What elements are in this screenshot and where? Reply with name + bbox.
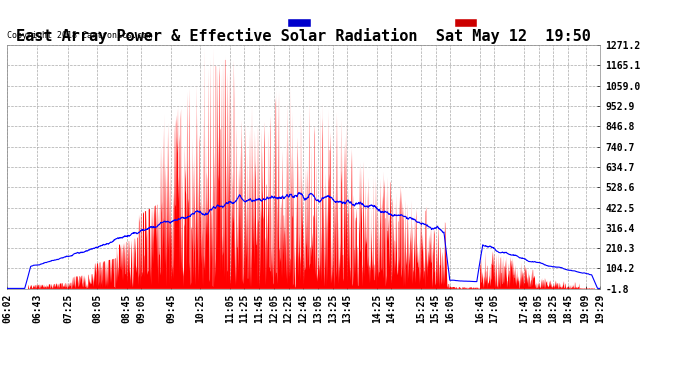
Title: East Array Power & Effective Solar Radiation  Sat May 12  19:50: East Array Power & Effective Solar Radia… [16,28,591,44]
Text: Copyright 2018 Cartronics.com: Copyright 2018 Cartronics.com [7,31,152,40]
Legend: Radiation (Effective w/m2), East Array (DC Watts): Radiation (Effective w/m2), East Array (… [284,15,595,32]
